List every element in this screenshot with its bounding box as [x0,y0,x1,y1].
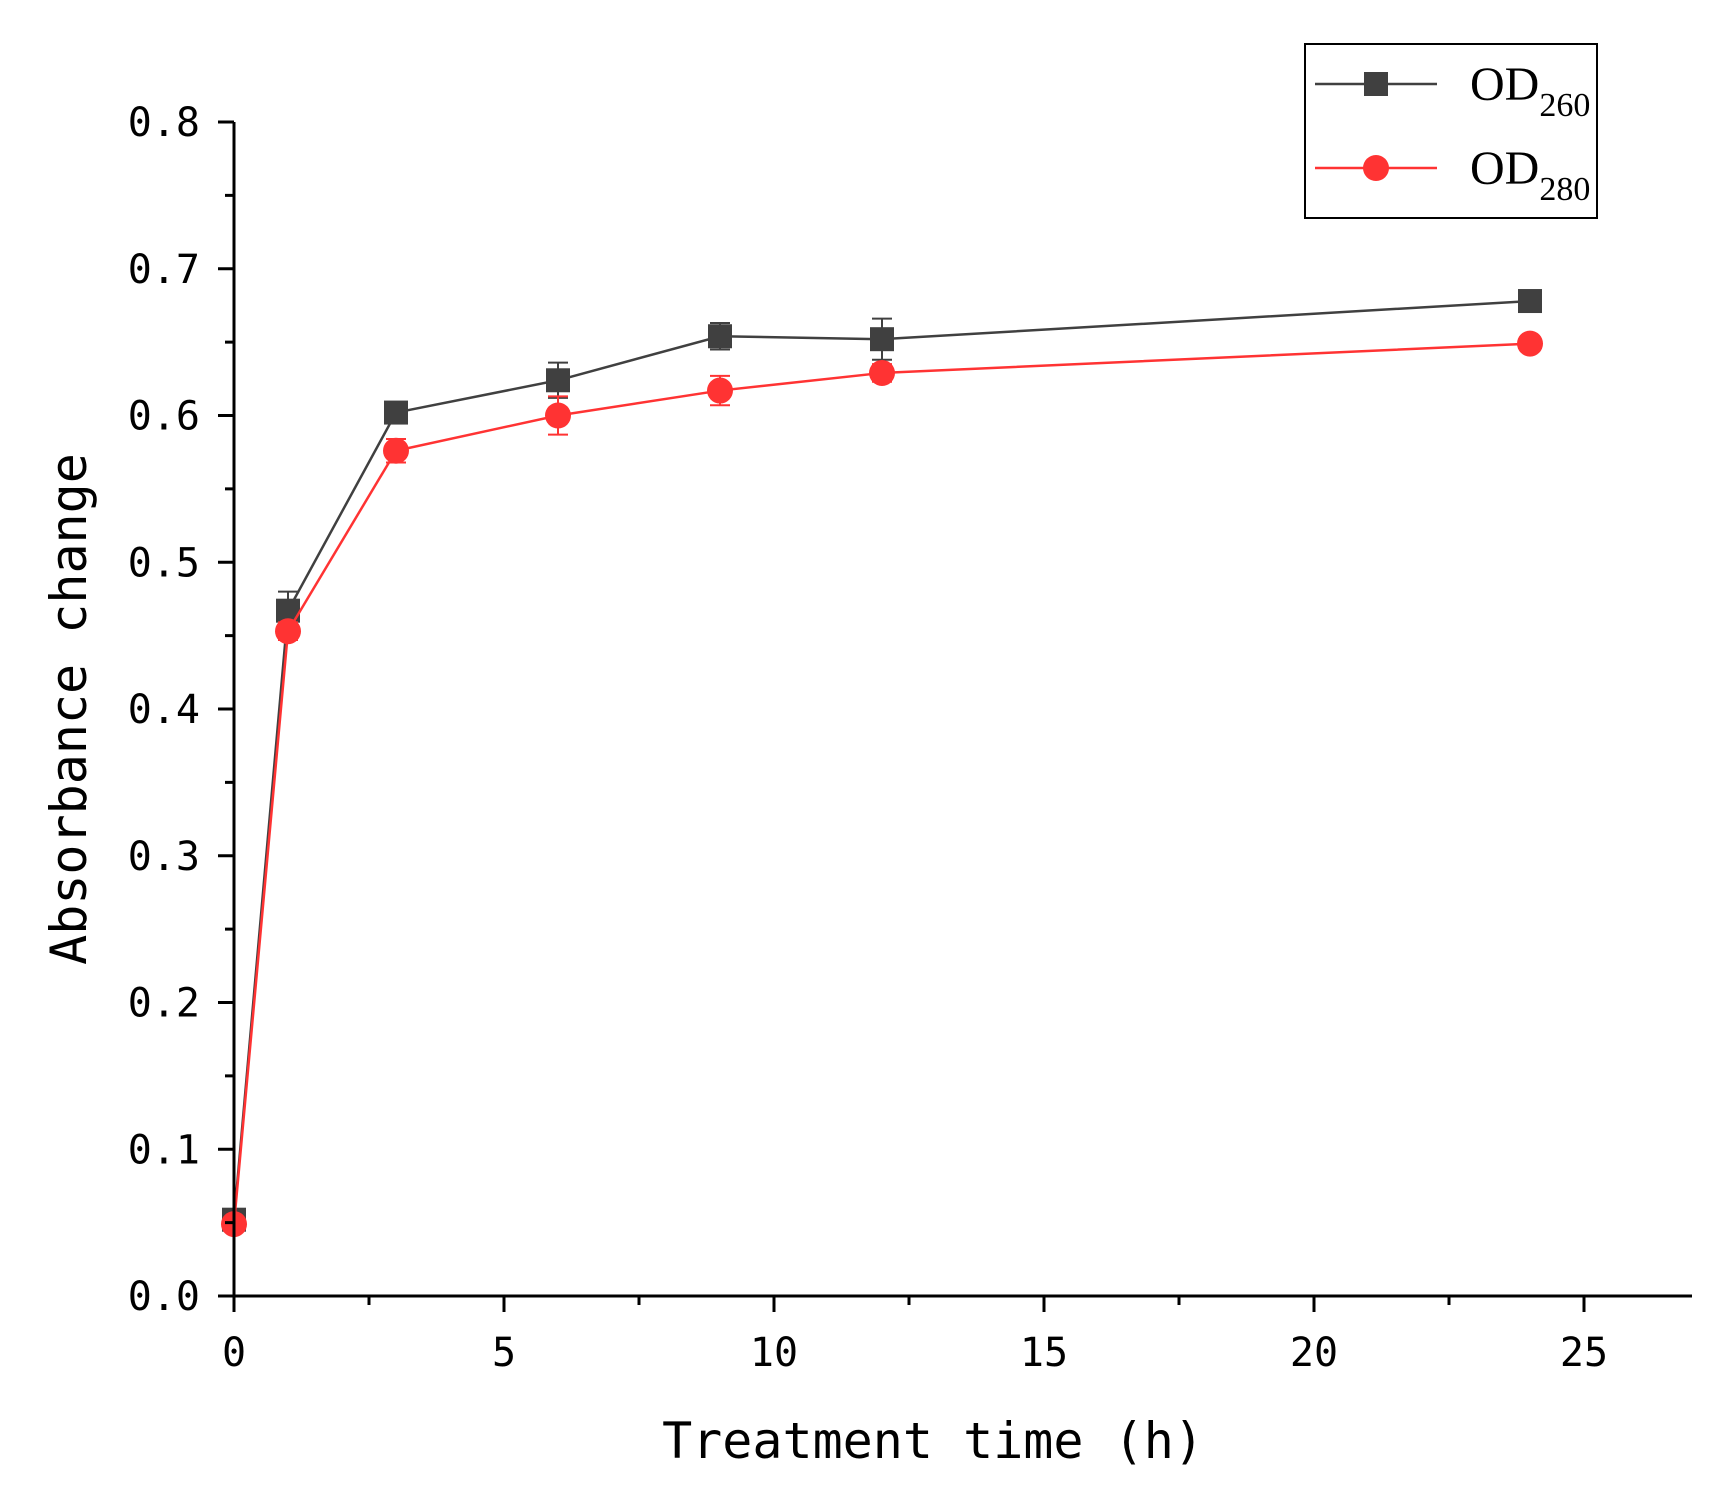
data-point-square [546,368,570,393]
series-OD260 [222,289,1542,1232]
series-line-OD260 [232,299,1531,1220]
legend-label-sub: 260 [1539,87,1590,124]
legend-label-sub: 280 [1539,171,1590,208]
legend-entry-OD260: OD260 [1315,58,1590,124]
y-tick-label: 0.8 [128,100,200,146]
legend-entry-OD280: OD280 [1315,142,1590,208]
plot-area [221,289,1543,1238]
x-tick-label: 15 [1020,1330,1068,1376]
data-point-circle [707,377,733,404]
legend-label-main: OD [1470,58,1539,111]
series-line-OD280 [232,342,1531,1225]
y-tick-label: 0.6 [128,394,200,440]
data-point-circle [383,437,409,464]
data-point-square [384,400,408,425]
x-tick-label: 5 [492,1330,516,1376]
data-point-circle [1517,330,1543,357]
legend-label: OD280 [1470,142,1590,208]
data-point-circle [275,618,301,645]
legend-label: OD260 [1470,58,1590,124]
x-tick-label: 0 [222,1330,246,1376]
y-axis-title: Absorbance change [40,453,98,965]
y-tick-label: 0.5 [128,540,200,586]
y-tick-label: 0.1 [128,1127,200,1173]
x-tick-label: 20 [1290,1330,1338,1376]
data-point-square [708,324,732,349]
y-tick-label: 0.4 [128,687,200,733]
data-point-square [870,327,894,352]
legend-marker-square [1364,72,1388,96]
y-tick-label: 0.7 [128,247,200,293]
y-tick-label: 0.3 [128,834,200,880]
data-point-square [1518,289,1542,314]
series-OD280 [221,330,1543,1238]
axes: 0 5 10 15 20 25 0.0 0.1 0.2 0.3 0.4 0.5 0.6 0.7 0.8 Tre… [40,100,1692,1470]
x-tick-label: 10 [750,1330,798,1376]
data-point-circle [869,359,895,386]
legend-label-main: OD [1470,142,1539,195]
x-tick-label: 25 [1560,1330,1608,1376]
y-tick-label: 0.2 [128,981,200,1027]
data-point-circle [545,402,571,429]
y-tick-label: 0.0 [128,1274,200,1320]
legend-box [1304,43,1598,219]
legend-marker-circle [1363,155,1389,181]
x-axis-title: Treatment time (h) [662,1412,1204,1470]
